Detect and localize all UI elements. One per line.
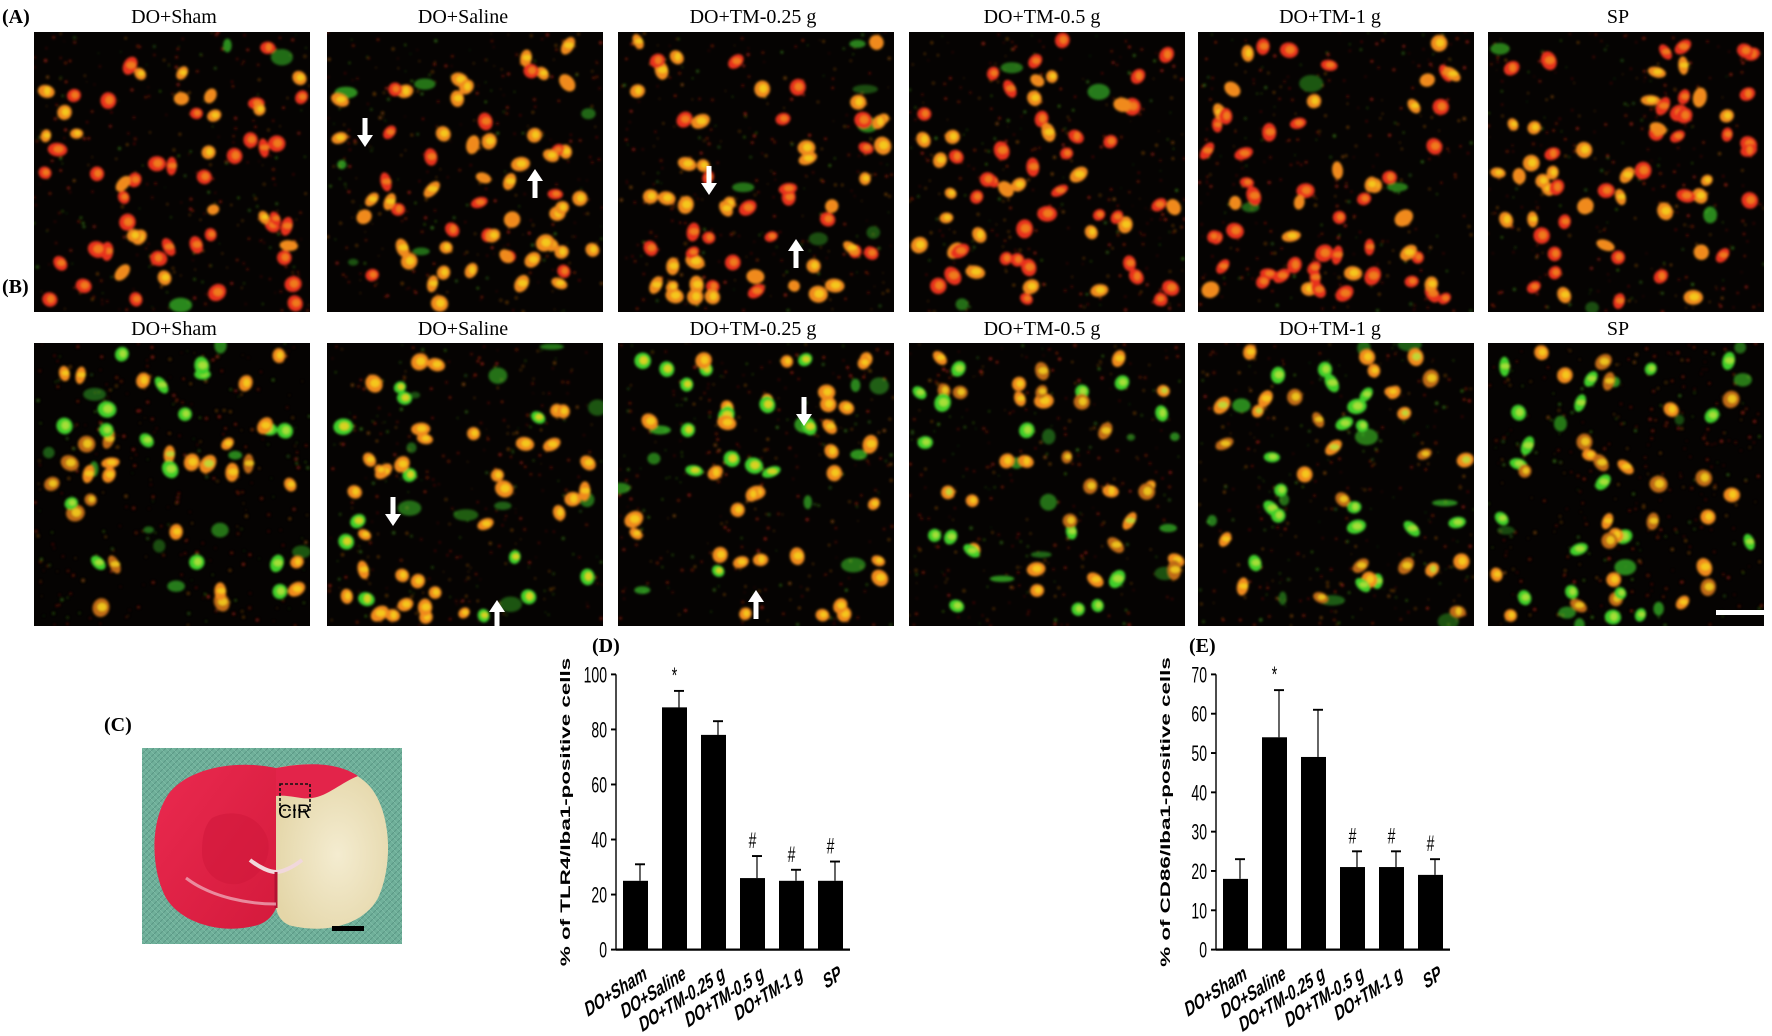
bar: [662, 707, 687, 950]
micrograph-scale-bar: [1716, 610, 1764, 615]
bar: [1223, 878, 1248, 950]
bar-chart-tlr4: 0 20 40 60 80 100 % of TLR4/Iba1-positive cell…: [557, 658, 850, 1036]
significance-mark: #: [749, 828, 757, 853]
y-tick-label: 10: [1191, 898, 1207, 923]
y-tick-label: 30: [1191, 819, 1207, 844]
y-tick-label: 0: [1199, 937, 1207, 962]
y-tick-label: 100: [584, 662, 607, 687]
micrograph-a-do-tm-025: [618, 32, 894, 312]
bar-chart-cd86: 0 10 20 30 40 50 60 70 % of CD86/Iba1-positive c…: [1157, 657, 1450, 1036]
significance-mark: #: [1427, 831, 1435, 856]
y-tick-label: 50: [1191, 741, 1207, 766]
bar: [1340, 867, 1365, 950]
row-a-title: DO+Sham: [131, 6, 217, 28]
arrow-marker: [385, 497, 401, 526]
row-a-title: DO+TM-0.25 g: [689, 6, 817, 28]
y-axis-label: % of CD86/Iba1-positive cells: [1157, 657, 1173, 967]
significance-mark: #: [827, 833, 835, 858]
y-tick-label: 0: [599, 937, 607, 962]
micrograph-a-do-sham: [34, 32, 310, 312]
bar: [1418, 874, 1443, 950]
y-tick-label: 60: [1191, 701, 1207, 726]
bar: [1262, 737, 1287, 950]
arrow-marker: [357, 118, 373, 147]
bar: [818, 880, 843, 950]
significance-mark: *: [672, 663, 677, 688]
chart-axes: 0 10 20 30 40 50 60 70 % of CD86/Iba1-positive c…: [1157, 657, 1450, 967]
micrograph-a-sp: [1488, 32, 1764, 312]
arrow-marker: [527, 169, 543, 198]
panel-label-e: (E): [1189, 635, 1216, 657]
row-a-title: DO+Saline: [417, 6, 509, 28]
panel-label-a: (A): [2, 6, 30, 28]
y-tick-label: 20: [1191, 859, 1207, 884]
arrow-marker: [788, 239, 804, 268]
micrograph-a-do-saline: [327, 32, 603, 312]
y-tick-label: 20: [591, 882, 607, 907]
y-tick-label: 70: [1191, 662, 1207, 687]
bar: [779, 880, 804, 950]
y-tick-label: 60: [591, 772, 607, 797]
y-axis-label: % of TLR4/Iba1-positive cells: [557, 658, 573, 966]
category-label: SP: [1421, 961, 1443, 994]
arrow-marker: [748, 590, 764, 619]
row-a-title: SP: [1606, 6, 1630, 28]
brain-section-photo: [142, 748, 402, 944]
panel-label-c: (C): [104, 714, 132, 736]
arrow-marker: [489, 600, 505, 626]
row-a-title: DO+TM-1 g: [1279, 6, 1381, 28]
row-b-title: DO+Sham: [131, 318, 217, 340]
significance-mark: #: [1349, 823, 1357, 848]
row-b-title: DO+TM-1 g: [1279, 318, 1381, 340]
row-a-title: DO+TM-0.5 g: [983, 6, 1101, 28]
bar: [740, 878, 765, 950]
bar: [1379, 867, 1404, 950]
row-b-title: DO+TM-0.5 g: [983, 318, 1101, 340]
brain-cir-label: CIR: [278, 802, 311, 823]
y-tick-label: 80: [591, 717, 607, 742]
arrow-marker: [796, 397, 812, 426]
panel-label-b: (B): [2, 276, 29, 298]
micrograph-b-do-tm-05: [909, 343, 1185, 626]
significance-mark: #: [1388, 823, 1396, 848]
micrograph-a-do-tm-05: [909, 32, 1185, 312]
micrograph-b-do-sham: [34, 343, 310, 626]
chart-axes: 0 20 40 60 80 100 % of TLR4/Iba1-positive cell…: [557, 658, 850, 966]
bar: [701, 734, 726, 950]
micrograph-b-sp: [1488, 343, 1764, 626]
row-b-title: DO+Saline: [417, 318, 509, 340]
micrograph-a-do-tm-1: [1198, 32, 1474, 312]
significance-mark: #: [788, 841, 796, 866]
row-b-title: SP: [1606, 318, 1630, 340]
significance-mark: *: [1272, 662, 1277, 687]
bar: [623, 880, 648, 950]
row-b-title: DO+TM-0.25 g: [689, 318, 817, 340]
bar: [1301, 756, 1326, 950]
category-label: SP: [821, 961, 843, 994]
micrograph-b-do-tm-025: [618, 343, 894, 626]
y-tick-label: 40: [1191, 780, 1207, 805]
arrow-marker: [701, 166, 717, 195]
panel-label-d: (D): [592, 635, 620, 657]
y-tick-label: 40: [591, 827, 607, 852]
micrograph-b-do-tm-1: [1198, 343, 1474, 626]
micrograph-b-do-saline: [327, 343, 603, 626]
